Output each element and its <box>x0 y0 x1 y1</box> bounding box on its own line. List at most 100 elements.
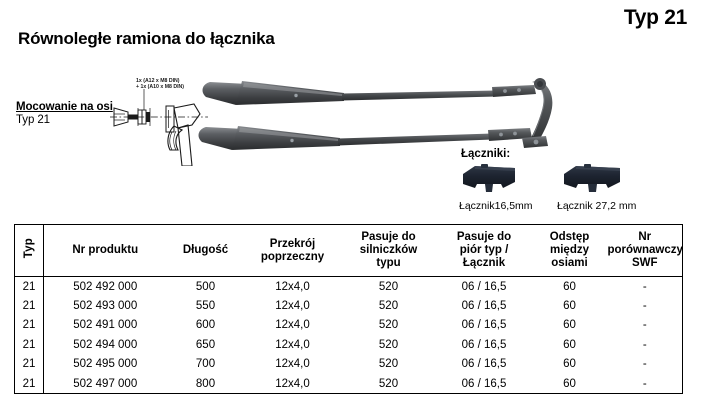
column-header-odstep-line-1: Odstęp <box>549 231 590 243</box>
connector-b-body <box>564 166 620 188</box>
finger-line-1 <box>169 131 173 151</box>
cell-swf: - <box>607 276 683 297</box>
page-title: Równoległe ramiona do łącznika <box>18 29 275 48</box>
lower-arm-rivet <box>290 138 294 143</box>
cell-odstep: 60 <box>563 280 576 293</box>
cell-swf: - <box>607 315 683 336</box>
mounting-subtitle: Typ 21 <box>16 114 50 126</box>
table-header-row: Typ Nr produktu Długość Przekrój poprzec… <box>14 224 683 277</box>
cell-swf: - <box>607 373 683 395</box>
din-spec-note: 1x (A12 x M8 DIN) + 1x (A10 x M8 DIN) <box>136 78 184 90</box>
column-header-odstep-line-3: osiami <box>551 257 588 269</box>
connector-a-tab <box>485 184 493 192</box>
mounting-annotation: Mocowanie na osi Typ 21 <box>16 101 113 127</box>
connector-b-stud <box>584 164 591 168</box>
column-header-dlugosc-label: Długość <box>182 244 229 256</box>
pivot-pin-top <box>537 81 543 87</box>
arm-stub <box>165 105 175 133</box>
specification-table: Typ Nr produktu Długość Przekrój poprzec… <box>14 224 683 395</box>
connectors-title: Łączniki: <box>461 148 511 160</box>
cell-nr-produktu: 502 495 000 <box>73 358 138 371</box>
column-header-przekroj-line-2: poprzeczny <box>260 250 325 263</box>
cell-typ: 21 <box>14 335 44 355</box>
cell-odstep: 60 <box>531 373 608 395</box>
column-header-swf: Nr porównawczy SWF <box>607 224 683 277</box>
cell-swf: - <box>607 335 683 355</box>
upper-arm-head <box>202 82 248 105</box>
connector-b-tab <box>588 184 597 192</box>
table-row: 21 502 491 000 600 12x4,0 520 06 / 16,5 60 - <box>14 315 683 336</box>
table-row: 21 502 497 000 800 12x4,0 520 06 / 16,5 60- <box>14 373 683 395</box>
upper-arm-end-fitting <box>492 85 536 97</box>
cell-piora: 06 / 16,5 <box>461 300 507 313</box>
cell-piora: 06 / 16,5 <box>461 358 507 371</box>
wiper-arm-upper <box>202 81 536 105</box>
connector-a-body <box>463 166 515 188</box>
cell-piora: 06 / 16,5 <box>461 338 507 351</box>
upper-arm-rivet <box>294 93 298 98</box>
column-header-odstep: Odstęp między osiami <box>531 224 608 277</box>
column-header-przekroj-line-1: Przekrój <box>269 237 316 250</box>
cell-piora: 06 / 16,5 <box>436 373 532 395</box>
column-header-piora-line-3: Łącznik <box>462 257 506 269</box>
cell-przekroj: 12x4,0 <box>275 358 310 371</box>
cell-przekroj: 12x4,0 <box>275 319 310 332</box>
column-header-swf-line-2: porównawczy <box>607 244 683 256</box>
lower-arm-end-fitting <box>488 128 532 141</box>
connector-27-2mm-photo <box>564 164 620 192</box>
column-header-silniczki: Pasuje do silniczków typu <box>340 224 437 277</box>
cell-przekroj: 12x4,0 <box>275 300 310 313</box>
pivot-link-highlight <box>532 85 545 137</box>
cell-silniczki: 520 <box>378 319 399 332</box>
cell-nr-produktu: 502 497 000 <box>43 373 167 395</box>
wiper-arm-lower <box>198 126 532 150</box>
upper-arm-highlight <box>243 82 342 96</box>
column-header-piora-line-1: Pasuje do <box>456 231 512 243</box>
din-spec-line-2: + 1x (A10 x M8 DIN) <box>136 84 185 91</box>
column-header-silniczki-line-2: silniczków <box>359 244 418 256</box>
column-header-swf-line-3: SWF <box>631 257 658 269</box>
mounting-title: Mocowanie na osi <box>16 101 113 113</box>
pivot-foot-hole <box>533 139 539 145</box>
lower-arm-rod <box>338 133 492 146</box>
type-badge: Typ 21 <box>623 6 687 29</box>
cell-silniczki: 520 <box>378 300 399 313</box>
cell-dlugosc: 800 <box>166 373 245 395</box>
cell-nr-produktu: 502 493 000 <box>73 300 138 313</box>
connector-a-stud <box>481 164 488 168</box>
cell-dlugosc: 700 <box>195 358 216 371</box>
cell-dlugosc: 600 <box>195 319 216 332</box>
cell-typ: 21 <box>14 315 44 336</box>
hand-palm <box>173 103 201 129</box>
nut-m8 <box>146 112 150 122</box>
column-header-silniczki-line-3: typu <box>376 257 401 269</box>
cell-odstep: 60 <box>563 358 576 371</box>
cell-odstep: 60 <box>563 300 576 313</box>
cell-nr-produktu: 502 492 000 <box>73 280 138 293</box>
column-header-typ: Typ <box>14 224 44 277</box>
table-row: 21 502 493 000 550 12x4,0 520 06 / 16,5 60 - <box>14 296 683 316</box>
pantograph-pivot-linkage <box>522 78 553 148</box>
column-header-typ-label: Typ <box>22 238 35 259</box>
connector-27-2mm-caption: Łącznik 27,2 mm <box>557 200 637 212</box>
cell-typ: 21 <box>14 373 44 395</box>
din-spec-line-1: 1x (A12 x M8 DIN) <box>136 78 180 84</box>
cell-typ: 21 <box>14 296 44 316</box>
cell-swf: - <box>607 354 683 374</box>
column-header-dlugosc: Długość <box>166 224 245 277</box>
column-header-piora: Pasuje do piór typ / Łącznik <box>436 224 532 277</box>
upper-fitting-rivet-2 <box>517 88 521 92</box>
cell-typ: 21 <box>14 354 44 374</box>
axle-mounting-diagram <box>110 89 208 166</box>
cell-typ: 21 <box>14 276 44 297</box>
parallel-wiper-arm-photo <box>198 78 553 150</box>
lower-fitting-rivet-2 <box>513 131 517 136</box>
cell-dlugosc: 500 <box>195 280 216 293</box>
cell-nr-produktu: 502 491 000 <box>73 319 138 332</box>
pivot-link-curve <box>530 80 553 142</box>
cell-piora: 06 / 16,5 <box>461 319 507 332</box>
cell-silniczki: 520 <box>378 280 399 293</box>
column-header-nr-produktu-label: Nr produktu <box>72 244 139 256</box>
upper-fitting-rivet-1 <box>503 89 507 93</box>
cell-odstep: 60 <box>563 338 576 351</box>
